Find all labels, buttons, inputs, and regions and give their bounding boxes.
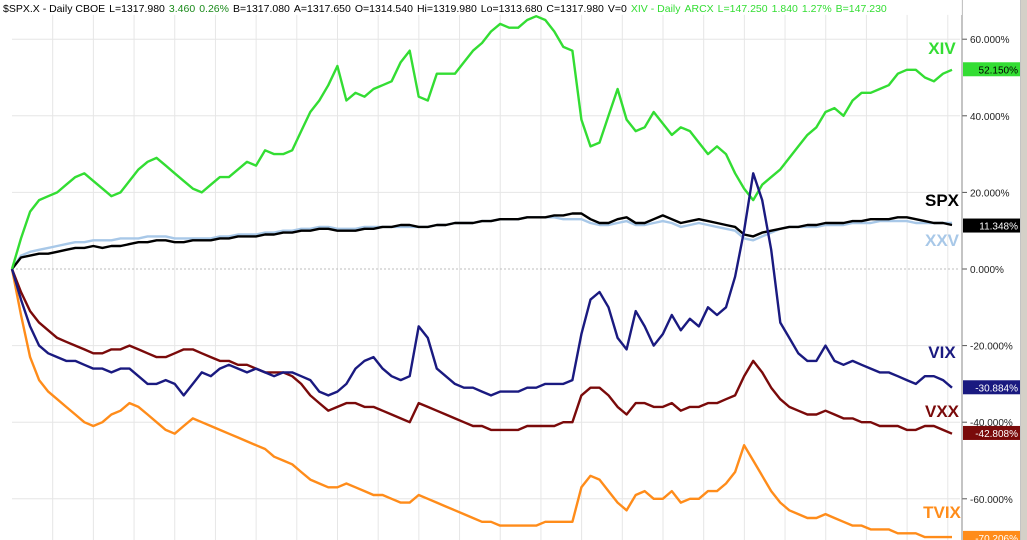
series-layer: XIV SPX XXV VIX VXX TVIX: [10, 15, 962, 539]
header-field: L=147.250: [718, 3, 768, 15]
header-field: Lo=1313.680: [481, 3, 543, 15]
header-field: V=0: [608, 3, 627, 15]
last-value-label-vxx: -42.808%: [975, 429, 1018, 440]
y-tick-label: 60.000%: [970, 35, 1010, 46]
header-field: 1.840: [772, 3, 798, 15]
y-tick-label: 0.000%: [970, 265, 1004, 276]
header-field: 3.460: [169, 3, 195, 15]
last-value-label-spx: 11.348%: [979, 222, 1018, 233]
series-line-spx: [11, 212, 953, 270]
price-axis: 60.000% 40.000% 20.000% 0.000% -20.000% -40.0…: [961, 0, 1027, 540]
header-field: C=1317.980: [546, 3, 604, 15]
header-field: O=1314.540: [355, 3, 413, 15]
y-tick-label: 40.000%: [970, 112, 1010, 123]
series-line-vxx: [10, 268, 953, 435]
header-background: [0, 0, 962, 15]
header-field: Hi=1319.980: [417, 3, 477, 15]
header-field: A=1317.650: [294, 3, 351, 15]
header-field: B=1317.080: [233, 3, 290, 15]
y-tick-label: -40.000%: [970, 418, 1013, 429]
last-value-badge-vxx: [963, 425, 1020, 440]
series-label-vxx: VXX: [925, 402, 960, 421]
series-label-spx: SPX: [925, 191, 960, 210]
header-text: $SPX.X - Daily CBOE L=1317.980 3.460 0.26% B…: [3, 3, 887, 15]
y-tick-label: -60.000%: [970, 495, 1013, 506]
y-tick-label: 20.000%: [970, 188, 1010, 199]
window-frame: [1021, 0, 1027, 540]
header-field: XIV - Daily: [631, 3, 681, 15]
series-label-xxv: XXV: [925, 231, 960, 250]
header-field: B=147.230: [836, 3, 887, 15]
series-label-xiv: XIV: [928, 39, 956, 58]
series-line-xiv: [10, 15, 953, 270]
header-field: L=1317.980: [109, 3, 165, 15]
grid-layer: [12, 14, 960, 540]
last-value-label-xiv: 52.150%: [979, 65, 1019, 76]
last-value-badge-xiv: [963, 62, 1020, 77]
last-value-badge-vix: [963, 380, 1020, 395]
last-value-badge-spx: [963, 218, 1020, 233]
series-label-tvix: TVIX: [923, 503, 961, 522]
header-field: ARCX: [684, 3, 713, 15]
header-field: 0.26%: [199, 3, 229, 15]
last-value-label-vix: -30.884%: [975, 383, 1018, 394]
header-bar: $SPX.X - Daily CBOE L=1317.980 3.460 0.26% B…: [0, 0, 962, 15]
series-line-vix: [10, 172, 953, 397]
series-line-tvix: [10, 268, 952, 539]
y-tick-label: -20.000%: [970, 342, 1013, 353]
series-label-vix: VIX: [928, 343, 956, 362]
header-field: $SPX.X - Daily CBOE: [3, 3, 105, 15]
last-value-badge-tvix: [963, 530, 1020, 540]
last-value-label-tvix: -70.206%: [975, 534, 1018, 540]
header-field: 1.27%: [802, 3, 832, 15]
